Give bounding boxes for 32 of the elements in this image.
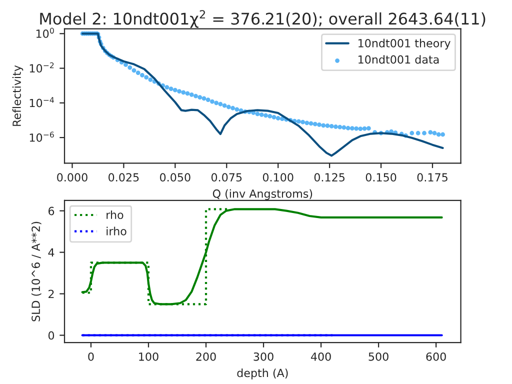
legend-label: 10ndt001 data <box>358 55 439 64</box>
x-axis-title: Q (inv Angstroms) <box>212 189 312 200</box>
y-tick-label: 10$^{−6}$ <box>30 132 54 142</box>
x-tick-label: 600 <box>426 352 446 361</box>
x-tick-label: 0.100 <box>262 173 294 182</box>
y-tick-label: 2 <box>48 290 54 298</box>
x-tick-label: 500 <box>368 352 388 361</box>
y-tick-label: 0 <box>48 331 54 340</box>
x-tick-label: 300 <box>254 352 274 361</box>
y-tick-label: 10$^{−4}$ <box>30 97 54 108</box>
y-axis-title: Reflectivity <box>12 65 24 126</box>
x-tick-label: 0.075 <box>211 173 242 182</box>
chart-title: Model 2: 10ndt001χ$^{2}$ = 376.21(20); overall 2643.64(11) <box>40 10 486 28</box>
x-tick-label: 0.000 <box>57 173 88 182</box>
legend-label: 10ndt001 theory <box>358 38 450 50</box>
x-tick-label: 200 <box>196 352 216 361</box>
y-tick-label: 10$^{−2}$ <box>30 62 54 73</box>
legend-label: rho <box>106 210 124 220</box>
y-tick-label: 6 <box>48 206 54 216</box>
x-tick-label: 0 <box>88 352 94 361</box>
x-tick-label: 0.050 <box>160 173 190 182</box>
y-tick-label: 10$^{0}$ <box>36 28 54 38</box>
x-tick-label: 100 <box>139 352 158 361</box>
x-tick-label: 400 <box>310 352 331 361</box>
y-tick-label: 4 <box>48 248 54 257</box>
x-tick-label: 0.150 <box>366 173 396 182</box>
x-tick-label: 0.175 <box>417 173 448 182</box>
y-axis-title: SLD (10^6 / A**2) <box>31 222 42 322</box>
x-tick-label: 0.025 <box>108 173 139 182</box>
x-axis-title: depth (A) <box>237 368 288 380</box>
legend-label: irho <box>106 226 126 236</box>
x-tick-label: 0.125 <box>314 173 344 182</box>
